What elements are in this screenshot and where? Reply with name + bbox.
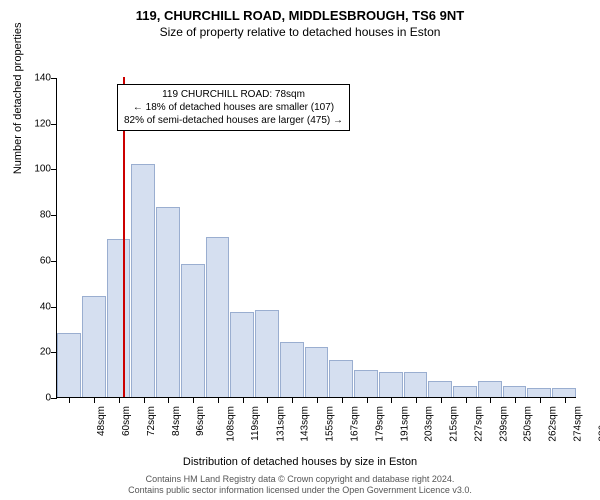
x-tick [243,397,244,403]
histogram-bar [354,370,378,397]
x-tick [441,397,442,403]
footer-line-1: Contains HM Land Registry data © Crown c… [0,474,600,486]
x-tick [218,397,219,403]
y-axis-title: Number of detached properties [12,23,24,175]
x-tick [466,397,467,403]
histogram-bar [57,333,81,397]
x-tick [94,397,95,403]
x-tick-label: 274sqm [572,406,583,442]
x-tick [119,397,120,403]
annotation-line: 82% of semi-detached houses are larger (… [124,114,343,127]
x-axis-title: Distribution of detached houses by size … [0,456,600,468]
y-tick [51,169,57,170]
y-tick [51,124,57,125]
y-tick-label: 120 [34,118,51,129]
x-tick-label: 191sqm [399,406,410,442]
y-tick-label: 140 [34,73,51,84]
x-tick-label: 250sqm [523,406,534,442]
x-tick [69,397,70,403]
histogram-bar [107,239,131,397]
histogram-bar [404,372,428,397]
histogram-bar [280,342,304,397]
x-tick-label: 179sqm [374,406,385,442]
histogram-bar [156,207,180,397]
x-tick [391,397,392,403]
x-tick-label: 84sqm [171,406,182,436]
y-tick-label: 80 [40,210,51,221]
footer-text: Contains HM Land Registry data © Crown c… [0,474,600,497]
annotation-box: 119 CHURCHILL ROAD: 78sqm← 18% of detach… [117,84,350,131]
x-tick [515,397,516,403]
chart-area: 02040608010012014048sqm60sqm72sqm84sqm96… [56,48,576,398]
histogram-bar [428,381,452,397]
x-tick [144,397,145,403]
footer-line-2: Contains public sector information licen… [0,485,600,497]
x-tick [490,397,491,403]
histogram-bar [305,347,329,397]
histogram-bar [230,312,254,397]
histogram-bar [453,386,477,397]
y-tick [51,78,57,79]
x-tick-label: 72sqm [146,406,157,436]
x-tick [565,397,566,403]
x-tick-label: 60sqm [121,406,132,436]
x-tick [367,397,368,403]
y-tick-label: 20 [40,347,51,358]
x-tick-label: 239sqm [498,406,509,442]
y-tick-label: 100 [34,164,51,175]
y-tick [51,307,57,308]
y-tick [51,215,57,216]
x-tick-label: 262sqm [548,406,559,442]
y-tick [51,261,57,262]
histogram-bar [206,237,230,397]
annotation-line: 119 CHURCHILL ROAD: 78sqm [124,88,343,101]
histogram-bar [503,386,527,397]
x-tick [193,397,194,403]
x-tick [342,397,343,403]
x-tick-label: 108sqm [226,406,237,442]
histogram-bar [82,296,106,397]
x-tick-label: 143sqm [300,406,311,442]
x-tick [317,397,318,403]
histogram-bar [131,164,155,397]
x-tick-label: 96sqm [195,406,206,436]
x-tick-label: 203sqm [424,406,435,442]
x-tick-label: 215sqm [449,406,460,442]
annotation-line: ← 18% of detached houses are smaller (10… [124,101,343,114]
x-tick-label: 119sqm [250,406,261,441]
histogram-bar [255,310,279,397]
y-tick-label: 40 [40,301,51,312]
x-tick-label: 227sqm [473,406,484,442]
x-tick-label: 155sqm [325,406,336,442]
histogram-bar [379,372,403,397]
x-tick [168,397,169,403]
chart-title-main: 119, CHURCHILL ROAD, MIDDLESBROUGH, TS6 … [0,0,600,23]
x-tick-label: 167sqm [350,406,361,442]
y-tick-label: 0 [45,393,51,404]
chart-title-sub: Size of property relative to detached ho… [0,23,600,39]
histogram-bar [552,388,576,397]
histogram-bar [527,388,551,397]
x-tick-label: 131sqm [275,406,286,442]
x-tick [267,397,268,403]
x-tick-label: 48sqm [96,406,107,436]
x-tick [540,397,541,403]
chart-container: 119, CHURCHILL ROAD, MIDDLESBROUGH, TS6 … [0,0,600,500]
plot-region: 02040608010012014048sqm60sqm72sqm84sqm96… [56,78,576,398]
x-tick [292,397,293,403]
histogram-bar [329,360,353,397]
histogram-bar [181,264,205,397]
histogram-bar [478,381,502,397]
x-tick [416,397,417,403]
y-tick-label: 60 [40,255,51,266]
y-tick [51,398,57,399]
